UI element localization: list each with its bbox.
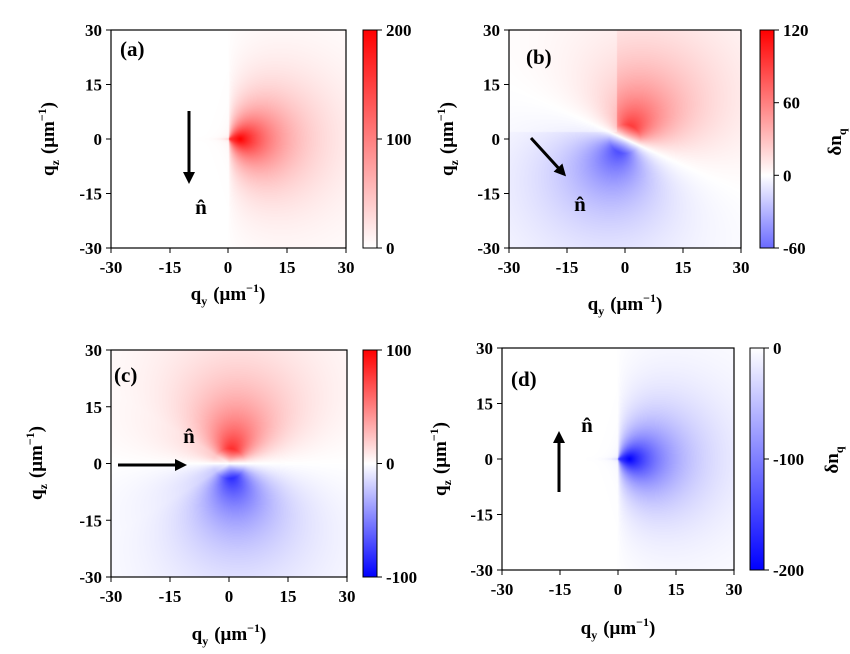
panel-d-xtick-label: -30	[491, 580, 514, 599]
panel-c-ytick-label: 0	[94, 455, 103, 474]
panel-d-xtick-label: 30	[726, 580, 743, 599]
panel-b-ytick-label: 15	[483, 76, 500, 95]
panel-b-xtick-label: 15	[675, 258, 692, 277]
panel-a-colorbar-tick: 200	[386, 21, 412, 40]
panel-c-colorbar	[362, 349, 378, 578]
panel-d-xtick-label: 0	[614, 580, 623, 599]
panel-a-xtick-label: 30	[338, 258, 355, 277]
panel-c-ytick-label: -30	[79, 568, 102, 587]
panel-b: (b) -30 -15 0 15 30 30 15 0 -15 -30 qy (μ…	[434, 21, 849, 318]
panel-c-colorbar-tick: 0	[386, 455, 395, 474]
panel-d-ytick-label: -15	[470, 506, 493, 525]
panel-d-ytick-label: 0	[485, 450, 494, 469]
panel-c: (c) -30 -15 0 15 30 30 15 0 -15 -30 qy (μ…	[23, 341, 417, 648]
panel-d: (d) -30 -15 0 15 30 30 15 0 -15 -30 qy (μ…	[427, 339, 846, 642]
panel-a-xtick-label: -30	[100, 258, 123, 277]
panel-a: (a) -30 -15 0 15 30 30 15 0 -15 -30 qy (μ…	[35, 21, 412, 308]
panel-a-xtick-label: 0	[224, 258, 233, 277]
panel-b-ytick-label: 30	[483, 21, 500, 40]
panel-d-colorbar-tick: 0	[773, 339, 782, 358]
panel-b-yticks: 30 15 0 -15 -30	[477, 21, 509, 258]
panel-a-ytick-label: -15	[79, 185, 102, 204]
panel-d-director-label: n̂	[581, 413, 593, 437]
panel-a-ytick-label: 30	[85, 21, 102, 40]
panel-d-xticks: -30 -15 0 15 30	[491, 570, 743, 599]
panel-d-yticks: 30 15 0 -15 -30	[470, 339, 502, 580]
panel-d-xtick-label: -15	[549, 580, 572, 599]
panel-c-label: (c)	[114, 363, 137, 387]
panel-d-heatmap	[502, 348, 734, 570]
panel-c-ytick-label: -15	[79, 511, 102, 530]
panel-a-xlabel: qy (μm−1)	[191, 281, 266, 308]
panel-c-xtick-label: -30	[100, 587, 123, 606]
panel-d-label: (d)	[511, 367, 537, 391]
panel-b-director-label: n̂	[574, 192, 586, 216]
panel-a-xtick-label: -15	[159, 258, 182, 277]
panel-a-colorbar-tick: 0	[386, 239, 395, 258]
panel-a-ytick-label: 0	[94, 130, 103, 149]
panel-a-ytick-label: -30	[79, 239, 102, 258]
panel-b-colorbar-tick: 0	[783, 166, 792, 185]
panel-b-heatmap-fo	[509, 30, 741, 248]
panel-d-ytick-label: 15	[476, 395, 493, 414]
panel-b-director-arrow	[529, 136, 567, 177]
panel-a-xticks: -30 -15 0 15 30	[100, 248, 355, 277]
panel-b-xtick-label: 30	[733, 258, 750, 277]
panel-c-ytick-label: 15	[85, 398, 102, 417]
panel-b-colorbar-tick: 120	[783, 21, 809, 40]
panel-b-xtick-label: -15	[556, 258, 579, 277]
panel-d-colorbar	[749, 347, 765, 571]
panel-c-colorbar-tick: -100	[386, 568, 417, 587]
panel-c-yticks: 30 15 0 -15 -30	[79, 341, 111, 587]
panel-b-xticks: -30 -15 0 15 30	[498, 248, 750, 277]
panel-c-director-label: n̂	[183, 424, 195, 448]
panel-c-xtick-label: 0	[225, 587, 234, 606]
panel-b-ytick-label: -15	[477, 185, 500, 204]
panel-b-colorbar-label: δnq	[825, 128, 849, 155]
panel-b-xlabel: qy (μm−1)	[588, 291, 663, 318]
panel-c-xtick-label: 30	[339, 587, 356, 606]
panel-d-colorbar-tick: -200	[773, 561, 804, 580]
panel-c-xlabel: qy (μm−1)	[192, 621, 267, 648]
panel-d-colorbar-tick: -100	[773, 450, 804, 469]
panel-c-colorbar-tick: 100	[386, 341, 412, 360]
panel-a-xtick-label: 15	[279, 258, 296, 277]
panel-c-ytick-label: 30	[85, 341, 102, 360]
panel-b-ylabel: qz(μm−1)	[434, 102, 461, 176]
panel-b-colorbar-tick: -60	[783, 239, 806, 258]
panel-a-colorbar-tick: 100	[386, 130, 412, 149]
panel-b-xtick-label: -30	[498, 258, 521, 277]
panel-d-xtick-label: 15	[668, 580, 685, 599]
panel-a-colorbar	[362, 29, 378, 249]
panel-a-ytick-label: 15	[85, 76, 102, 95]
panel-b-label: (b)	[526, 45, 552, 69]
panel-d-xlabel: qy (μm−1)	[581, 615, 656, 642]
panel-b-colorbar-tick: 60	[783, 94, 800, 113]
panel-d-ytick-label: -30	[470, 561, 493, 580]
panel-c-xtick-label: 15	[280, 587, 297, 606]
panel-a-yticks: 30 15 0 -15 -30	[79, 21, 111, 258]
panel-a-heatmap	[111, 30, 346, 248]
panel-b-ytick-label: -30	[477, 239, 500, 258]
panel-b-heatmap	[509, 30, 741, 248]
panel-d-ytick-label: 30	[476, 339, 493, 358]
panel-d-ylabel: qz(μm−1)	[427, 422, 454, 496]
panel-b-colorbar	[759, 29, 775, 249]
panel-d-colorbar-label: δnq	[822, 446, 846, 473]
panel-a-label: (a)	[120, 37, 145, 61]
panel-a-heatmap-fo	[111, 30, 346, 248]
panel-c-xticks: -30 -15 0 15 30	[100, 577, 356, 606]
panel-c-ylabel: qz(μm−1)	[23, 426, 50, 500]
panel-d-heatmap-fo	[502, 348, 734, 570]
panel-b-ytick-label: 0	[492, 130, 501, 149]
panel-b-xtick-label: 0	[621, 258, 630, 277]
panel-c-xtick-label: -15	[159, 587, 182, 606]
panel-a-ylabel: qz(μm−1)	[35, 102, 62, 176]
panel-a-director-label: n̂	[195, 195, 207, 219]
